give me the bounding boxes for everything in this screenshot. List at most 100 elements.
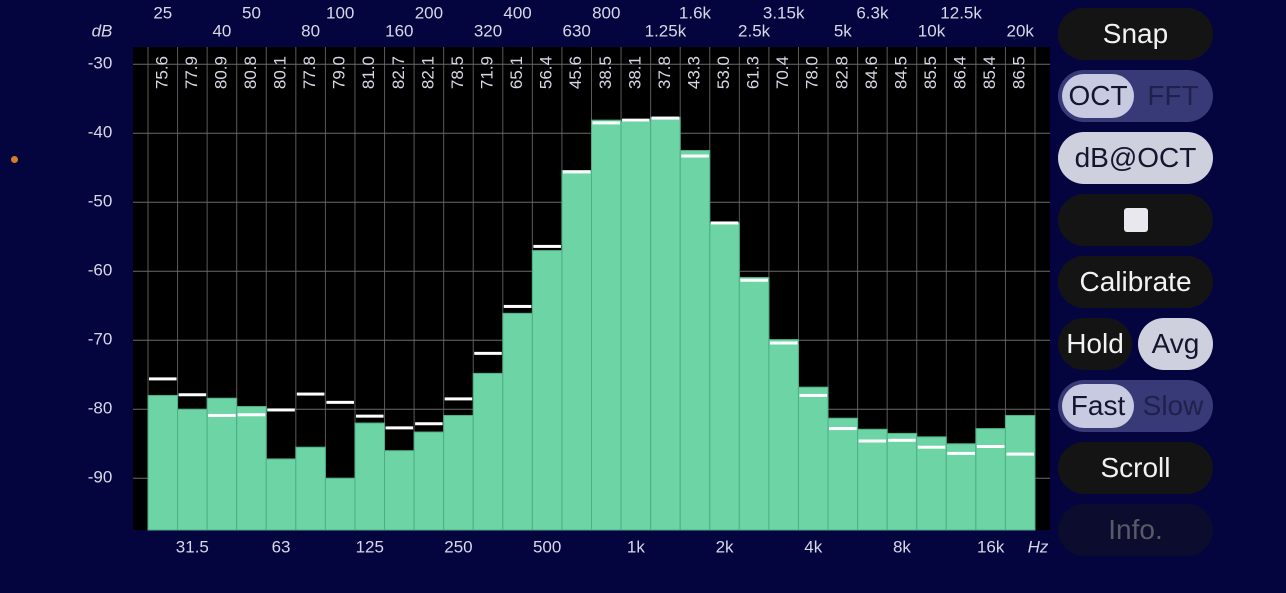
bar	[147, 394, 179, 531]
bar	[413, 431, 445, 531]
peak-label: 86.4	[951, 56, 970, 89]
peak-label: 84.5	[891, 56, 910, 89]
x-tick-label: 160	[385, 21, 413, 40]
y-axis-label: dB	[92, 21, 113, 40]
x-tick-label: 12.5k	[940, 3, 982, 22]
oct-option[interactable]: OCT	[1062, 74, 1134, 118]
peak-marker	[267, 408, 295, 412]
peak-marker	[415, 422, 443, 426]
peak-label: 56.4	[537, 56, 556, 89]
peak-marker	[917, 445, 946, 449]
snap-button[interactable]: Snap	[1058, 8, 1213, 60]
bar	[738, 276, 770, 531]
peak-marker	[947, 451, 975, 455]
avg-button[interactable]: Avg	[1138, 318, 1213, 370]
peak-label: 82.8	[832, 56, 851, 89]
x-axis-label: Hz	[1028, 537, 1049, 556]
x-tick-label: 63	[272, 537, 291, 556]
x-tick-label: 5k	[834, 21, 852, 40]
x-tick-label: 3.15k	[763, 3, 805, 22]
bar	[650, 116, 681, 531]
peak-marker	[710, 221, 739, 225]
indicator-dot	[11, 156, 18, 163]
peak-marker	[237, 413, 266, 417]
peak-label: 75.6	[152, 56, 171, 89]
x-tick-label: 250	[444, 537, 472, 556]
y-tick-label: -80	[88, 399, 113, 418]
x-tick-label: 1k	[627, 537, 645, 556]
fast-option[interactable]: Fast	[1062, 384, 1134, 428]
peak-marker	[149, 377, 177, 381]
x-tick-label: 125	[356, 537, 384, 556]
resolution-toggle: OCT FFT	[1058, 70, 1213, 122]
stop-button[interactable]	[1058, 194, 1213, 246]
peak-marker	[562, 170, 591, 174]
peak-marker	[326, 400, 354, 404]
peak-label: 45.6	[566, 56, 585, 89]
peak-marker	[474, 351, 502, 355]
bar	[236, 405, 267, 531]
fft-option[interactable]: FFT	[1147, 80, 1199, 111]
chart: dB Hz -30 -40 -50 -60 -70 -80 -90 75.6 77.9 80.9 8…	[88, 3, 1050, 556]
peak-label: 79.0	[330, 56, 349, 89]
peak-marker	[533, 244, 561, 248]
bar	[1004, 414, 1036, 531]
peak-marker	[503, 304, 532, 308]
stop-icon	[1123, 208, 1148, 232]
peak-label: 80.1	[271, 56, 290, 89]
peak-label: 38.1	[625, 56, 644, 89]
peak-label: 80.8	[241, 56, 260, 89]
bar	[797, 386, 829, 531]
x-tick-label: 2.5k	[738, 21, 771, 40]
bar	[265, 458, 297, 531]
bar	[384, 450, 415, 531]
x-tick-label: 100	[326, 3, 354, 22]
x-tick-label: 630	[563, 21, 591, 40]
info-button[interactable]: Info.	[1058, 504, 1213, 556]
y-tick-label: -40	[88, 123, 113, 142]
bar	[502, 312, 533, 531]
peak-label: 37.8	[655, 56, 674, 89]
peak-marker	[178, 393, 207, 397]
peak-label: 53.0	[714, 56, 733, 89]
x-tick-label: 80	[301, 21, 320, 40]
peak-label: 80.9	[211, 56, 230, 89]
peak-marker	[355, 414, 384, 418]
bar	[354, 422, 386, 531]
x-tick-label: 1.25k	[645, 21, 687, 40]
hold-button[interactable]: Hold	[1058, 318, 1132, 370]
x-tick-label: 400	[503, 3, 531, 22]
x-tick-label: 2k	[716, 537, 734, 556]
display-button[interactable]: dB@OCT	[1058, 132, 1213, 184]
peak-label: 85.4	[980, 56, 999, 89]
peak-marker	[799, 393, 828, 397]
bar	[295, 446, 326, 531]
slow-option[interactable]: Slow	[1142, 390, 1204, 421]
peak-marker	[740, 278, 768, 282]
x-tick-label: 800	[592, 3, 620, 22]
y-tick-label: -50	[88, 192, 113, 211]
x-tick-label: 16k	[977, 537, 1005, 556]
peak-label: 65.1	[507, 56, 526, 89]
scroll-button[interactable]: Scroll	[1058, 442, 1213, 494]
peak-label: 78.0	[803, 56, 822, 89]
peak-label: 77.8	[300, 56, 319, 89]
x-tick-label: 40	[212, 21, 231, 40]
bar	[768, 339, 799, 531]
peak-label: 71.9	[478, 56, 497, 89]
bar	[531, 250, 563, 531]
peak-label: 85.5	[921, 56, 940, 89]
bar	[886, 432, 918, 531]
x-tick-label: 320	[474, 21, 502, 40]
x-tick-label: 25	[153, 3, 172, 22]
y-tick-label: -90	[88, 468, 113, 487]
peak-marker	[651, 116, 680, 120]
y-tick-label: -70	[88, 330, 113, 349]
calibrate-button[interactable]: Calibrate	[1058, 256, 1213, 308]
x-tick-label: 1.6k	[679, 3, 712, 22]
bar	[620, 121, 652, 531]
x-tick-label: 10k	[918, 21, 946, 40]
peak-label: 82.7	[389, 56, 408, 89]
bar	[827, 417, 859, 531]
